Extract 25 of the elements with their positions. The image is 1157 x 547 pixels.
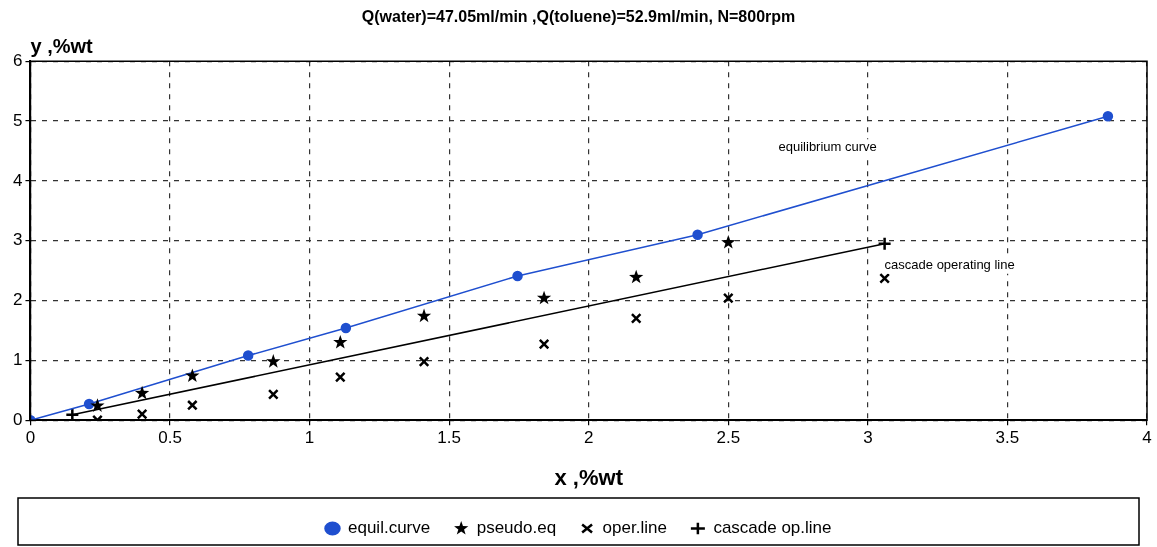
x-tick-label: 1 [304,428,315,448]
y-tick-label: 1 [12,350,23,370]
x-tick-label: 4 [1142,428,1152,448]
y-tick-label: 6 [12,50,23,70]
x-tick-label: 0 [25,428,36,448]
y-tick-label: 0 [12,409,23,429]
x-tick-label: 0.5 [158,428,182,448]
legend-label: oper.line [602,518,667,538]
annotation: equilibrium curve [778,138,877,154]
x-tick-label: 2 [583,428,594,448]
y-tick-label: 3 [12,230,23,250]
y-tick-label: 5 [12,110,23,130]
chart-title: Q(water)=47.05ml/min ,Q(toluene)=52.9ml/min, N=800rpm [361,8,796,26]
x-tick-label: 2.5 [716,428,741,448]
y-tick-label: 2 [12,290,23,310]
x-tick-label: 1.5 [437,428,461,448]
annotation: cascade operating line [884,257,1015,273]
x-tick-label: 3 [863,428,873,448]
legend-label: cascade op.line [713,518,832,538]
y-tick-label: 4 [12,170,23,190]
legend-label: pseudo.eq [476,518,557,538]
legend-label: equil.curve [347,518,431,538]
x-tick-label: 3.5 [995,428,1020,448]
y-axis-title: y ,%wt [30,34,94,57]
x-axis-title: x ,%wt [554,464,624,490]
